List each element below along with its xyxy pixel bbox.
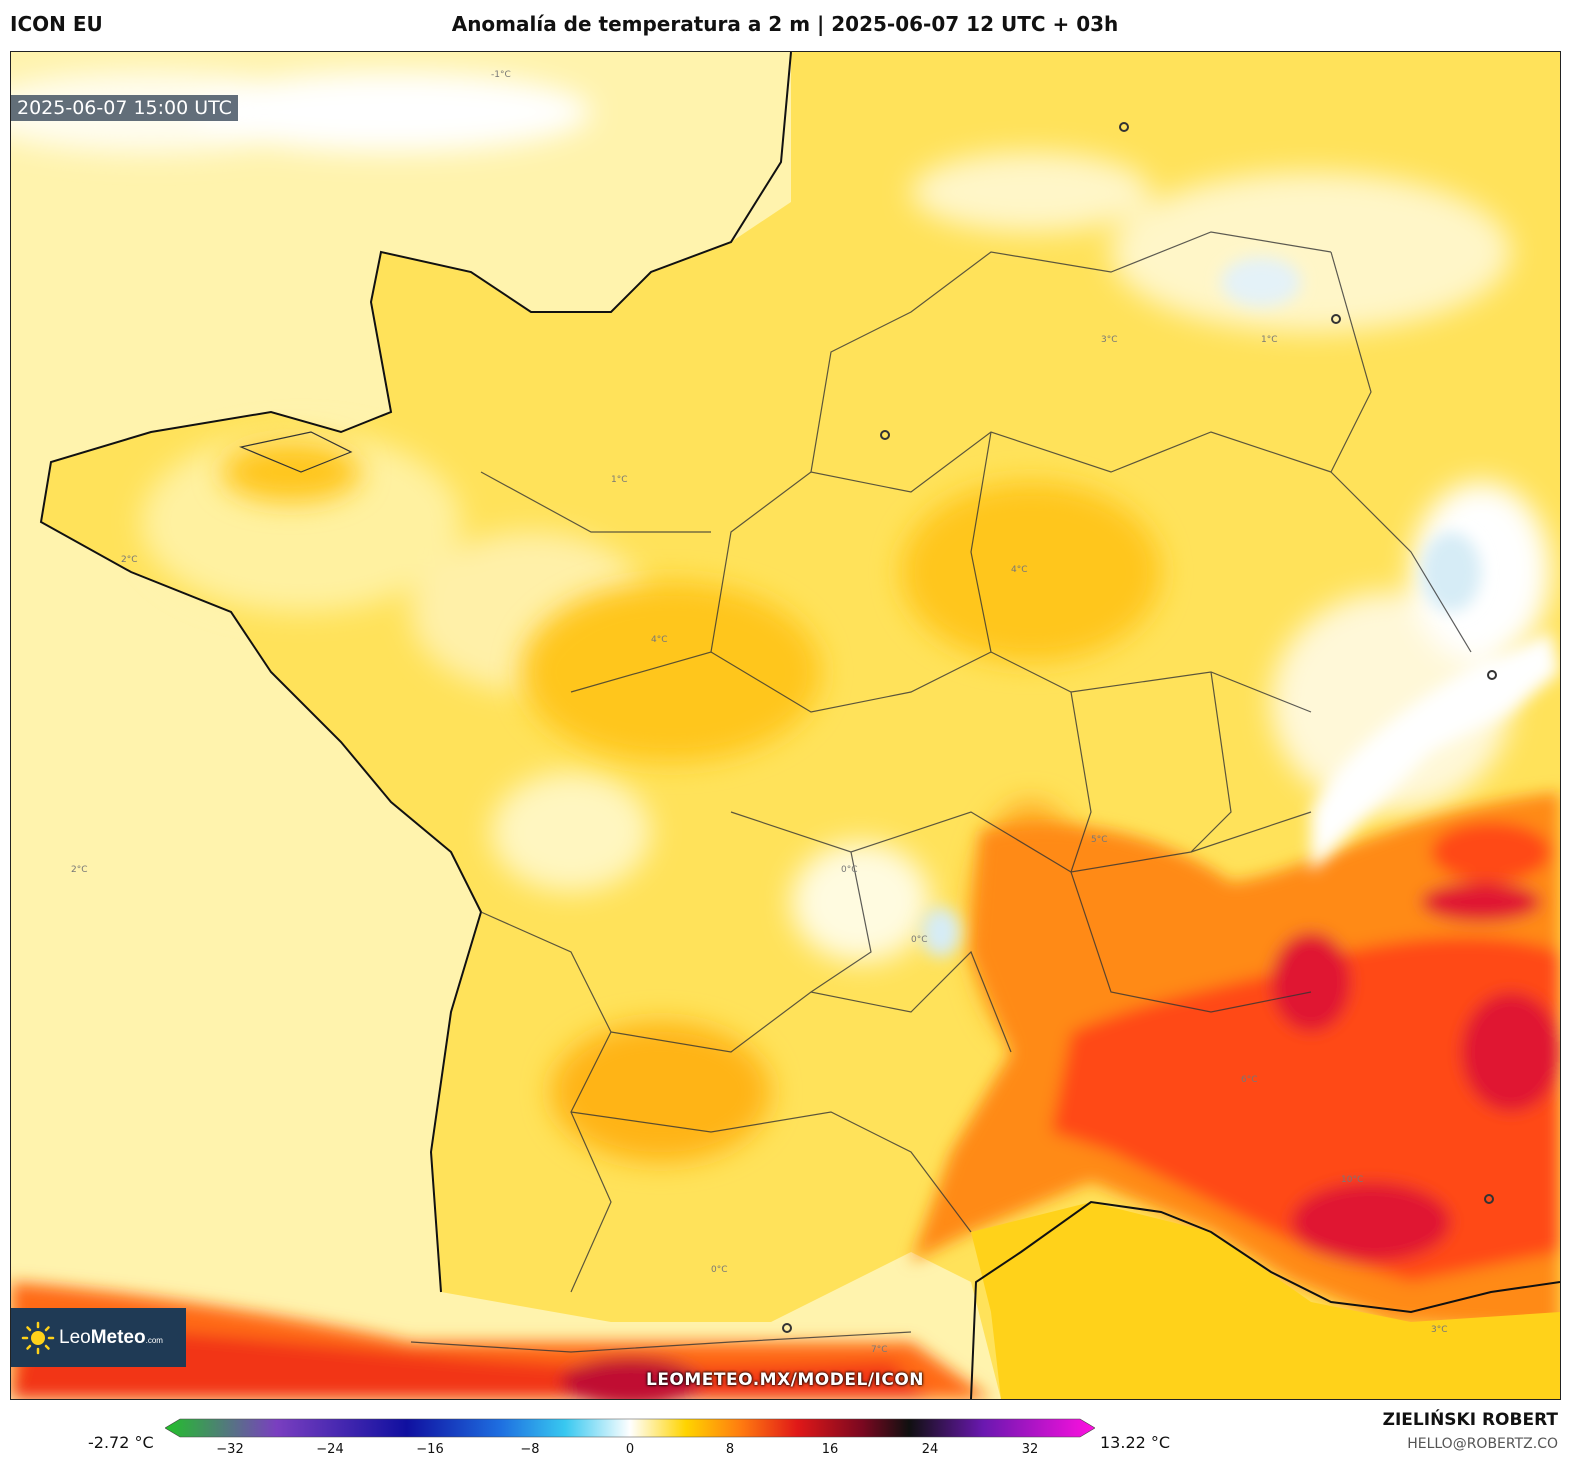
isoline-label: 2°C — [121, 555, 138, 565]
valid-time-label: 2025-06-07 15:00 UTC — [11, 95, 238, 121]
colorbar-tick-label: −32 — [216, 1442, 244, 1457]
isoline-label: 3°C — [1431, 1325, 1448, 1335]
author-email[interactable]: HELLO@ROBERTZ.CO — [1407, 1436, 1558, 1452]
mediterranean-sea — [971, 1202, 1560, 1399]
city-marker — [1484, 1194, 1494, 1204]
colorbar-tick-label: −16 — [416, 1442, 444, 1457]
isoline-label: -1°C — [491, 70, 511, 80]
isoline-label: 1°C — [1261, 335, 1278, 345]
colorbar-max-label: 13.22 °C — [1100, 1433, 1171, 1452]
cool-anomaly-alps — [921, 257, 1560, 957]
isoline-label: 0°C — [711, 1265, 728, 1275]
isoline-label: 6°C — [1241, 1075, 1258, 1085]
city-marker — [782, 1323, 792, 1333]
logo-text: LeoMeteo.com — [59, 1326, 163, 1348]
colorbar-min-label: -2.72 °C — [88, 1433, 154, 1452]
temperature-anomaly-map[interactable]: 1°C 2°C 4°C 4°C 3°C 0°C 0°C 5°C 6°C 10°C… — [10, 51, 1561, 1400]
colorbar-tick-label: 16 — [821, 1442, 839, 1457]
isoline-label: 3°C — [1101, 335, 1118, 345]
isoline-label: 4°C — [1011, 565, 1028, 575]
colorbar — [165, 1418, 1095, 1438]
high-anomaly-southeast — [911, 792, 1560, 1332]
colorbar-ticks: −32 −24 −16 −8 0 8 16 24 32 — [0, 1442, 1570, 1460]
colorbar-tick-label: 8 — [725, 1442, 735, 1457]
mediterranean-coastline — [970, 1200, 1560, 1399]
region-borders — [410, 231, 1472, 1353]
city-marker — [1331, 314, 1341, 324]
colorbar-tick-label: 0 — [625, 1442, 635, 1457]
source-watermark: LEOMETEO.MX/MODEL/ICON — [645, 1370, 925, 1390]
sun-icon — [21, 1321, 55, 1354]
isoline-label: 0°C — [911, 935, 928, 945]
model-name: ICON EU — [10, 12, 103, 36]
moderate-anomaly-regions — [221, 442, 1161, 1162]
colorbar-tick-label: 24 — [921, 1442, 939, 1457]
isoline-label: 2°C — [71, 865, 88, 875]
isoline-label: 10°C — [1341, 1175, 1363, 1185]
island-outline — [238, 431, 353, 473]
high-anomaly-spain — [11, 1282, 991, 1399]
colorbar-tick-label: −8 — [520, 1442, 540, 1457]
city-marker — [1487, 670, 1497, 680]
isoline-label: 1°C — [611, 475, 628, 485]
city-markers — [782, 122, 1497, 1333]
isoline-label: 0°C — [841, 865, 858, 875]
colorbar-gradient — [165, 1418, 1095, 1438]
city-marker — [1119, 122, 1129, 132]
isoline-label: 4°C — [651, 635, 668, 645]
isoline-label-group: 1°C 2°C 4°C 4°C 3°C 0°C 0°C 5°C 6°C 10°C… — [71, 70, 1448, 1355]
colorbar-tick-label: −24 — [316, 1442, 344, 1457]
map-title: Anomalía de temperatura a 2 m | 2025-06-… — [451, 12, 1119, 36]
colorbar-tick-label: 32 — [1021, 1442, 1039, 1457]
author-name: ZIELIŃSKI ROBERT — [1382, 1410, 1558, 1430]
atlantic-coastline — [39, 52, 792, 1293]
city-marker — [880, 430, 890, 440]
isoline-label: 7°C — [871, 1345, 888, 1355]
isoline-label: 5°C — [1091, 835, 1108, 845]
leometeo-logo: LeoMeteo.com — [11, 1308, 186, 1367]
